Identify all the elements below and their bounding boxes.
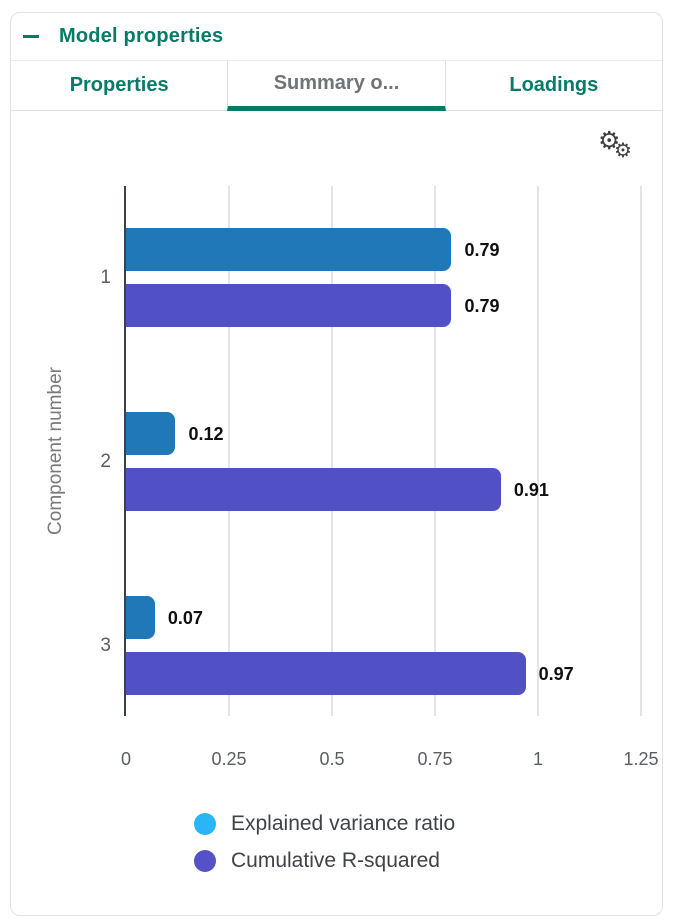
panel-title: Model properties [59,25,224,47]
category-label: 1 [100,266,111,288]
tab-properties[interactable]: Properties [11,61,228,111]
x-tick-label: 0.5 [319,749,345,769]
legend-label: Explained variance ratio [231,811,456,835]
y-axis-title: Component number [45,367,66,535]
bar-value-label: 0.91 [513,479,549,500]
category-label: 2 [100,450,111,472]
collapse-minus-icon[interactable] [23,35,39,38]
legend-swatch-icon [194,849,216,872]
bar-series1-component-2[interactable] [126,412,176,455]
bar-value-label: 0.07 [167,607,203,628]
category-label: 3 [100,634,111,656]
bar-value-label: 0.97 [538,663,574,684]
bar-series2-component-1[interactable] [126,284,452,327]
gridline [434,186,436,716]
model-properties-panel: Model properties Properties Summary o...… [10,12,663,916]
bar-series1-component-1[interactable] [126,228,452,271]
bar-series2-component-2[interactable] [126,468,501,511]
bar-series1-component-3[interactable] [126,596,155,639]
panel-header: Model properties [11,13,662,61]
gridline [331,186,333,716]
bar-value-label: 0.12 [188,423,224,444]
x-tick-label: 1.25 [623,749,659,769]
bar-value-label: 0.79 [464,295,500,316]
y-axis-line [124,186,126,716]
tab-summary[interactable]: Summary o... [227,61,446,111]
x-tick-label: 0 [120,749,132,769]
legend-item-series2[interactable]: Cumulative R-squared [194,842,455,879]
x-tick-label: 0.25 [211,749,247,769]
settings-gears-icon[interactable]: ⚙ ⚙ [598,129,644,169]
legend-label: Cumulative R-squared [231,848,440,872]
chart-region: ⚙ ⚙ 0.79 0.79 1 0.12 0.91 2 0.07 0.97 3 0 0.25 0.5 0… [11,111,662,915]
legend: Explained variance ratio Cumulative R-squ… [194,805,455,879]
bar-value-label: 0.79 [464,239,500,260]
tab-loadings[interactable]: Loadings [445,61,662,111]
bar-series2-component-3[interactable] [126,652,526,695]
legend-swatch-icon [194,812,216,835]
gear-icon: ⚙ [598,127,621,155]
gridline [537,186,539,716]
gridline [228,186,230,716]
tab-bar: Properties Summary o... Loadings [11,61,662,111]
gear-icon: ⚙ [614,140,632,162]
gridline [640,186,642,716]
legend-item-series1[interactable]: Explained variance ratio [194,805,455,842]
x-tick-label: 0.75 [417,749,453,769]
x-tick-label: 1 [532,749,544,769]
